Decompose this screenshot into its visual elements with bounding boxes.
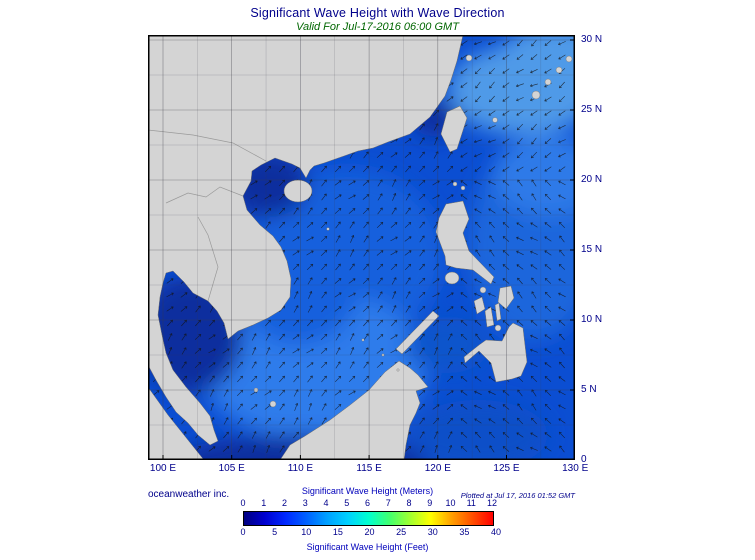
colorbar-meters-ticks: 0 1 2 3 4 5 6 7 8 9 10 11 12 xyxy=(240,498,497,509)
feet-tick-label: 5 xyxy=(272,527,278,537)
feet-tick-label: 30 xyxy=(427,527,438,537)
meters-tick-label: 3 xyxy=(302,498,308,508)
valid-time-subtitle: Valid For Jul-17-2016 06:00 GMT xyxy=(296,21,459,33)
meters-tick-label: 0 xyxy=(240,498,246,508)
lat-tick-label: 20 N xyxy=(581,174,603,185)
country-borders-layer xyxy=(147,129,267,302)
lat-tick-label: 30 N xyxy=(581,34,603,45)
lon-tick-label: 115 E xyxy=(356,463,382,474)
meters-tick-label: 2 xyxy=(281,498,288,508)
meters-tick-label: 1 xyxy=(261,498,267,508)
lat-tick-label: 15 N xyxy=(581,244,603,255)
plotted-timestamp: Plotted at Jul 17, 2016 01:52 GMT xyxy=(460,491,575,500)
lon-tick-label: 120 E xyxy=(424,463,451,474)
colorbar-gradient xyxy=(243,511,494,526)
lat-tick-label: 5 N xyxy=(581,384,597,395)
lon-tick-label: 110 E xyxy=(287,463,314,474)
meters-tick-label: 5 xyxy=(344,498,350,508)
lon-tick-label: 100 E xyxy=(149,463,177,474)
meters-tick-label: 10 xyxy=(445,498,456,508)
page-title: Significant Wave Height with Wave Direct… xyxy=(250,6,505,20)
feet-tick-label: 0 xyxy=(240,527,246,537)
feet-tick-label: 40 xyxy=(490,527,501,537)
map-area xyxy=(138,25,620,491)
meters-tick-label: 11 xyxy=(466,498,476,508)
feet-tick-label: 25 xyxy=(396,527,407,537)
meters-tick-label: 7 xyxy=(385,498,391,508)
wave-height-map xyxy=(138,25,620,491)
feet-tick-label: 15 xyxy=(332,527,343,537)
meters-tick-label: 6 xyxy=(364,498,371,508)
colorbar-feet-ticks: 0 5 10 15 20 25 30 35 40 xyxy=(240,527,500,538)
lat-tick-label: 10 N xyxy=(581,314,603,325)
lat-tick-label: 25 N xyxy=(581,104,603,115)
lon-tick-label: 125 E xyxy=(493,463,520,474)
meters-tick-label: 8 xyxy=(406,498,412,508)
feet-tick-label: 10 xyxy=(301,527,312,537)
feet-tick-label: 20 xyxy=(364,527,375,537)
land-layer xyxy=(147,34,573,461)
map-border xyxy=(148,35,575,460)
meters-tick-label: 12 xyxy=(486,498,498,508)
feet-tick-label: 35 xyxy=(459,527,470,537)
meters-tick-label: 4 xyxy=(323,498,329,508)
credit-text: oceanweather inc. xyxy=(148,489,230,500)
lat-tick-label: 0 xyxy=(581,454,587,465)
meters-tick-label: 9 xyxy=(427,498,433,508)
graticule-layer xyxy=(148,35,576,460)
colorbar-meters-title: Significant Wave Height (Meters) xyxy=(301,486,434,496)
lon-tick-label: 130 E xyxy=(562,463,589,474)
colorbar-feet-title: Significant Wave Height (Feet) xyxy=(306,542,429,552)
lon-tick-label: 105 E xyxy=(218,463,245,474)
